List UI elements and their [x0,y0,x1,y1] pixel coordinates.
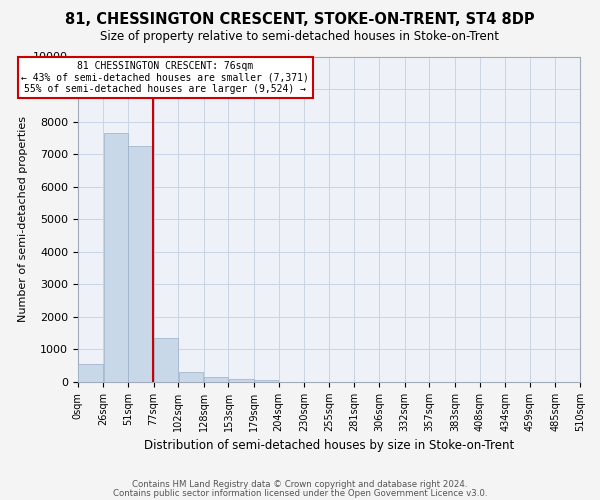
Bar [154,338,178,382]
Y-axis label: Number of semi-detached properties: Number of semi-detached properties [17,116,28,322]
Bar [229,378,254,382]
Text: 81 CHESSINGTON CRESCENT: 76sqm
← 43% of semi-detached houses are smaller (7,371): 81 CHESSINGTON CRESCENT: 76sqm ← 43% of … [22,61,310,94]
Text: Size of property relative to semi-detached houses in Stoke-on-Trent: Size of property relative to semi-detach… [101,30,499,43]
Bar [104,133,128,382]
Bar [128,146,153,382]
Text: Contains HM Land Registry data © Crown copyright and database right 2024.: Contains HM Land Registry data © Crown c… [132,480,468,489]
X-axis label: Distribution of semi-detached houses by size in Stoke-on-Trent: Distribution of semi-detached houses by … [144,440,514,452]
Text: Contains public sector information licensed under the Open Government Licence v3: Contains public sector information licen… [113,488,487,498]
Bar [254,380,278,382]
Bar [204,377,228,382]
Text: 81, CHESSINGTON CRESCENT, STOKE-ON-TRENT, ST4 8DP: 81, CHESSINGTON CRESCENT, STOKE-ON-TRENT… [65,12,535,28]
Bar [78,364,103,382]
Bar [179,372,203,382]
